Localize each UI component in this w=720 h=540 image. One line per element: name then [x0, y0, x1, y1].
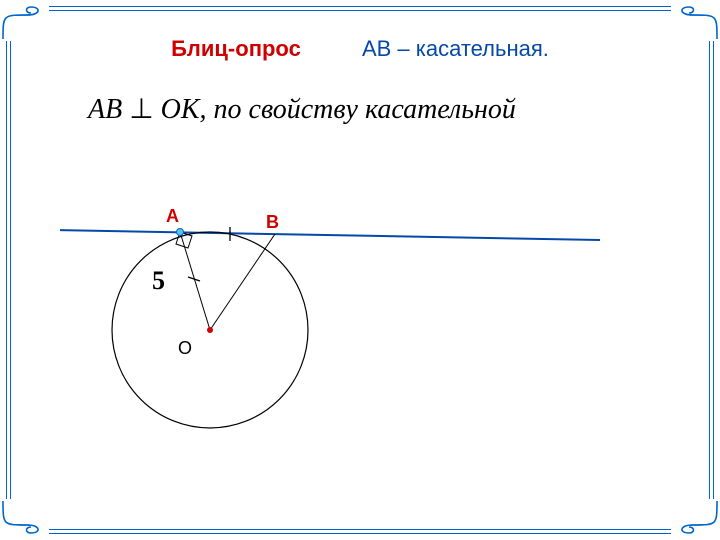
prop-rest: по свойству касательной	[214, 94, 516, 125]
slide: Блиц-опрос АВ – касательная. AB ⊥ OK, по…	[0, 0, 720, 540]
title-right: АВ – касательная.	[362, 36, 549, 61]
title-row: Блиц-опрос АВ – касательная.	[0, 36, 720, 62]
prop-AB: AB	[88, 94, 122, 125]
tangent-property-text: AB ⊥ OK, по свойству касательной	[88, 92, 516, 126]
label-A: А	[166, 206, 179, 227]
diagram-svg	[60, 190, 600, 510]
corner-ornament-tr	[671, 1, 719, 41]
corner-ornament-bl	[1, 499, 49, 539]
label-B: В	[266, 212, 279, 233]
tangent-line	[60, 230, 600, 240]
perpendicular-icon: ⊥	[129, 94, 153, 125]
center-dot-icon	[207, 327, 213, 333]
prop-OK: OK	[161, 94, 200, 125]
corner-ornament-tl	[1, 1, 49, 41]
label-radius-5: 5	[152, 266, 165, 296]
prop-comma: ,	[200, 94, 214, 125]
label-O: О	[178, 338, 192, 359]
title-left: Блиц-опрос	[171, 36, 301, 61]
corner-ornament-br	[671, 499, 719, 539]
segment-OB	[210, 234, 275, 330]
point-A-dot	[177, 229, 184, 236]
geometry-diagram: А В О 5	[60, 190, 600, 510]
